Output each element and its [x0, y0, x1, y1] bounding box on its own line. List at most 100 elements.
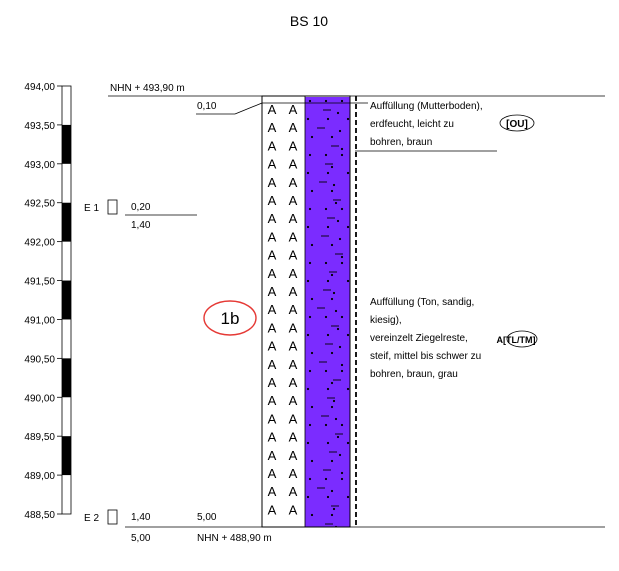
fill-dot [330, 381, 334, 385]
fill-dot [346, 225, 350, 229]
fill-dot [310, 243, 314, 247]
fill-dot [330, 459, 334, 463]
fill-symbol-a: A [289, 211, 298, 226]
fill-dot [332, 507, 336, 511]
sample-e2-marker [107, 509, 118, 525]
fill-dot [330, 489, 334, 493]
fill-dot [336, 327, 340, 331]
fill-dot [308, 315, 312, 319]
scale-tick-label: 490,00 [24, 393, 55, 404]
layer-2-soil-group: A[TL/TM] [497, 335, 536, 345]
fill-dot [330, 351, 334, 355]
fill-dot [330, 243, 334, 247]
sample-e1-marker [107, 199, 118, 215]
layer-2-line-1: Auffüllung (Ton, sandig, [370, 297, 474, 308]
fill-dot [338, 453, 342, 457]
fill-dot [310, 351, 314, 355]
fill-dot [326, 171, 330, 175]
fill-dot [306, 279, 310, 283]
fill-symbol-a: A [289, 502, 298, 517]
fill-dot [306, 387, 310, 391]
layer-2-line-5: bohren, braun, grau [370, 369, 458, 380]
scale-labels: 494,00 493,50 493,00 492,50 492,00 491,50 491,… [24, 82, 62, 521]
fill-dot [340, 207, 344, 211]
sample-e1: E 1 0,20 1,40 [84, 199, 197, 231]
fill-dot [324, 315, 328, 319]
fill-dot [332, 291, 336, 295]
fill-dot [310, 189, 314, 193]
fill-dot [326, 117, 330, 121]
layer-1-soil-group: [OU] [506, 119, 528, 130]
fill-dot [332, 399, 336, 403]
fill-dot [336, 111, 340, 115]
fill-symbol-a: A [268, 302, 277, 317]
fill-symbol-a: A [289, 284, 298, 299]
final-depth-top: 5,00 [197, 512, 217, 523]
scale-tick-label: 491,50 [24, 277, 55, 288]
fill-dot [340, 255, 344, 259]
fill-symbol-a: A [289, 430, 298, 445]
fill-dot [306, 225, 310, 229]
layer-2-line-3: vereinzelt Ziegelreste, [370, 333, 468, 344]
fill-dot [340, 363, 344, 367]
fill-dot [310, 513, 314, 517]
fill-dot [340, 153, 344, 157]
layer-1-line-3: bohren, braun [370, 137, 432, 148]
fill-symbol-a: A [268, 193, 277, 208]
fill-symbol-a: A [268, 102, 277, 117]
fill-dot [330, 189, 334, 193]
fill-symbol-a: A [268, 248, 277, 263]
fill-symbol-a: A [289, 357, 298, 372]
fill-dot [340, 261, 344, 265]
fill-dot [324, 207, 328, 211]
fill-dot [324, 477, 328, 481]
fill-dot [340, 471, 344, 475]
fill-symbol-a: A [289, 266, 298, 281]
fill-symbol-a: A [268, 320, 277, 335]
fill-symbol-a: A [289, 393, 298, 408]
scale-tick-label: 490,50 [24, 354, 55, 365]
column-purple-fill [305, 97, 350, 527]
fill-dot [346, 117, 350, 121]
fill-dot [308, 207, 312, 211]
fill-symbol-a: A [268, 393, 277, 408]
fill-symbol-a: A [268, 502, 277, 517]
fill-symbol-a: A [268, 138, 277, 153]
fill-symbol-a: A [289, 484, 298, 499]
fill-symbol-a: A [268, 466, 277, 481]
scale-band [62, 124, 71, 164]
fill-symbol-a: A [289, 375, 298, 390]
fill-dot [308, 99, 312, 103]
layer-2-line-2: kiesig), [370, 315, 402, 326]
fill-dot [330, 273, 334, 277]
fill-dot [310, 297, 314, 301]
fill-dot [330, 513, 334, 517]
fill-symbol-a: A [268, 266, 277, 281]
layer-1-soil-group-ellipse [499, 114, 535, 132]
borehole-column: A AA AA AA AA AA AA AA AA AA AA AA AA AA AA AA AA AA AA AA A… [261, 95, 357, 528]
top-layer-depth: 0,10 [197, 101, 217, 112]
fill-symbol-a: A [289, 120, 298, 135]
fill-dot [330, 405, 334, 409]
fill-pattern [306, 99, 350, 527]
fill-symbol-a: A [289, 138, 298, 153]
fill-symbol-a: A [289, 229, 298, 244]
fill-dot [326, 495, 330, 499]
fill-dot [306, 441, 310, 445]
fill-dot [340, 369, 344, 373]
layer-2-description: Auffüllung (Ton, sandig, kiesig), verein… [370, 297, 538, 380]
fill-dot [326, 387, 330, 391]
fill-dot [334, 309, 338, 313]
top-layer-depth-leader [234, 102, 263, 115]
fill-symbol-a: A [268, 229, 277, 244]
fill-dot [340, 477, 344, 481]
fill-dot [324, 153, 328, 157]
sample-e1-id: E 1 [84, 203, 99, 214]
fill-dot [336, 435, 340, 439]
fill-dot [308, 369, 312, 373]
fill-symbol-a: A [289, 320, 298, 335]
fill-dot [346, 387, 350, 391]
scale-band [62, 202, 71, 242]
fill-dot [346, 171, 350, 175]
